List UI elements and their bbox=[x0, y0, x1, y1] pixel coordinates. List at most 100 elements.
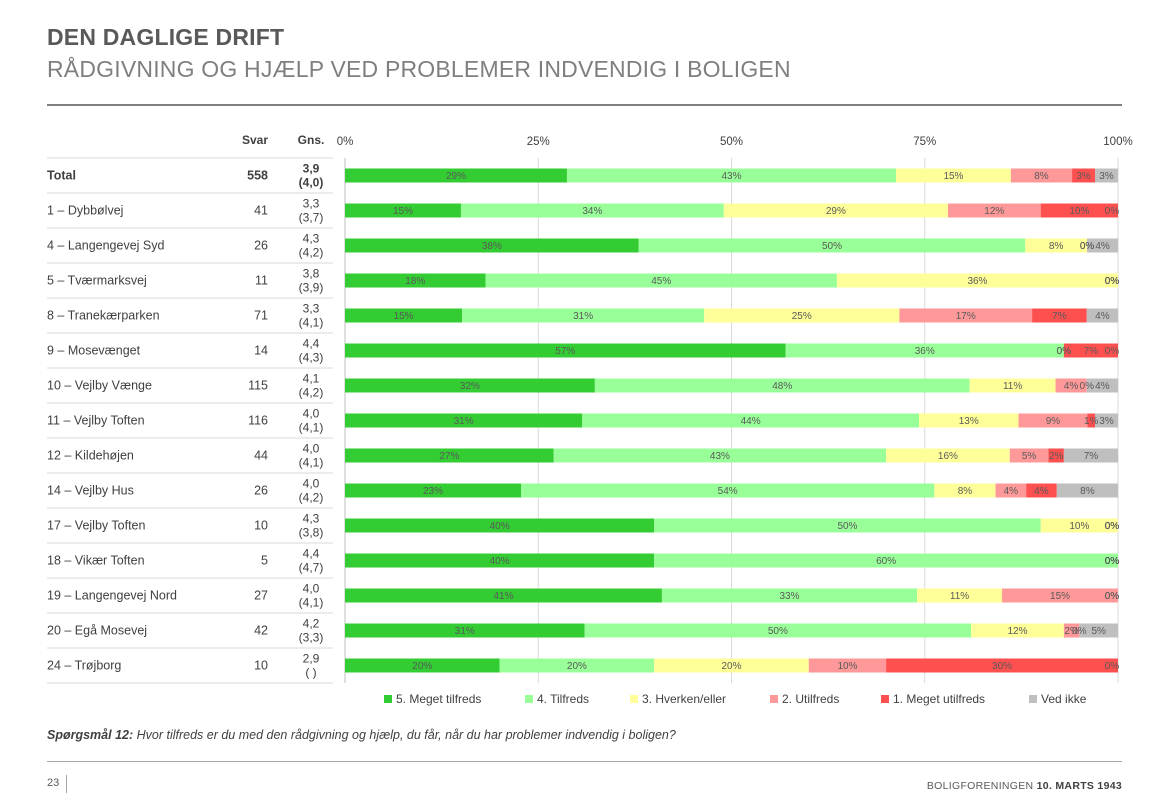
row-svar: 11 bbox=[255, 274, 268, 288]
row-gns: 4,0 bbox=[303, 442, 320, 456]
legend-swatch bbox=[630, 695, 638, 703]
bar-data-label: 0% bbox=[1057, 346, 1072, 357]
bar-data-label: 33% bbox=[779, 591, 799, 602]
bar-segment bbox=[1018, 413, 1088, 428]
bar-data-label: 40% bbox=[490, 521, 510, 532]
bar-data-label: 1% bbox=[1084, 416, 1099, 427]
bar-segment bbox=[1079, 623, 1118, 638]
bar-data-label: 38% bbox=[482, 241, 502, 252]
row-gns: 4,4 bbox=[303, 337, 320, 351]
bar-data-label: 43% bbox=[721, 171, 741, 182]
row-gns-prev: (4,1) bbox=[299, 456, 324, 470]
bar-segment bbox=[1095, 168, 1118, 183]
stacked-bar-chart: 0% 25% 50% 75% 100%Svar Gns.Total 558 3,9(4,0) 2… bbox=[47, 133, 1133, 706]
bar-data-label: 9% bbox=[1046, 416, 1061, 427]
bar-segment bbox=[1063, 623, 1080, 638]
row-label: 5 – Tværmarksvej bbox=[47, 274, 147, 288]
legend-label: 3. Hverken/eller bbox=[642, 692, 726, 706]
bar-segment bbox=[934, 483, 996, 498]
bar-segment bbox=[1040, 203, 1118, 218]
bar-data-label: 0% bbox=[1105, 276, 1120, 287]
question-text: Spørgsmål 12: Hvor tilfreds er du med de… bbox=[47, 728, 676, 742]
row-gns-prev: (4,1) bbox=[299, 316, 324, 330]
row-svar: 10 bbox=[254, 519, 268, 533]
bar-segment bbox=[485, 273, 837, 288]
x-tick-label: 0% bbox=[337, 136, 354, 148]
x-tick-label: 75% bbox=[913, 136, 936, 148]
bar-segment bbox=[345, 448, 554, 463]
bar-segment bbox=[345, 168, 567, 183]
row-gns-prev: ( ) bbox=[305, 666, 316, 680]
row-label: 9 – Mosevænget bbox=[47, 344, 141, 358]
bar-segment bbox=[1032, 308, 1087, 323]
bar-segment bbox=[1087, 413, 1096, 428]
bar-data-label: 5% bbox=[1022, 451, 1037, 462]
bar-segment bbox=[345, 588, 662, 603]
row-svar: 26 bbox=[254, 484, 268, 498]
page-number-separator bbox=[66, 775, 67, 793]
page-subtitle: RÅDGIVNING OG HJÆLP VED PROBLEMER INDVEN… bbox=[47, 56, 791, 82]
bar-data-label: 60% bbox=[876, 556, 896, 567]
bar-data-label: 0% bbox=[1057, 346, 1072, 357]
bar-data-label: 0% bbox=[1105, 521, 1120, 532]
legend-label: 5. Meget tilfreds bbox=[396, 692, 481, 706]
bar-data-label: 0% bbox=[1080, 241, 1095, 252]
bar-segment bbox=[654, 553, 1118, 568]
legend-item: 5. Meget tilfreds bbox=[384, 692, 481, 706]
question-body: Hvor tilfreds er du med den rådgivning o… bbox=[133, 728, 676, 742]
bar-segment bbox=[345, 343, 786, 358]
row-gns-prev: (4,3) bbox=[299, 351, 324, 365]
bar-data-label: 15% bbox=[943, 171, 963, 182]
question-label: Spørgsmål 12: bbox=[47, 728, 134, 742]
row-gns: 3,3 bbox=[303, 197, 320, 211]
row-gns: 4,3 bbox=[303, 512, 320, 526]
bar-data-label: 0% bbox=[1105, 556, 1120, 567]
row-svar: 42 bbox=[254, 624, 268, 638]
header-divider bbox=[47, 104, 1122, 106]
bar-data-label: 0% bbox=[1105, 556, 1120, 567]
bar-data-label: 2% bbox=[1064, 626, 1079, 637]
bar-data-label: 16% bbox=[938, 451, 958, 462]
bar-segment bbox=[1055, 378, 1087, 393]
bar-data-label: 36% bbox=[915, 346, 935, 357]
bar-data-label: 0% bbox=[1072, 626, 1087, 637]
bar-segment bbox=[1095, 413, 1118, 428]
row-gns-prev: (4,2) bbox=[299, 386, 324, 400]
bar-segment bbox=[808, 658, 887, 673]
bar-segment bbox=[345, 623, 585, 638]
bar-segment bbox=[723, 203, 948, 218]
bar-data-label: 10% bbox=[837, 661, 857, 672]
bar-data-label: 50% bbox=[822, 241, 842, 252]
bar-segment bbox=[1063, 448, 1118, 463]
bar-segment bbox=[1063, 343, 1118, 358]
legend-item: 1. Meget utilfreds bbox=[881, 692, 985, 706]
bar-data-label: 3% bbox=[1076, 171, 1091, 182]
bar-segment bbox=[971, 623, 1064, 638]
x-tick-label: 25% bbox=[527, 136, 550, 148]
bar-data-label: 11% bbox=[950, 591, 969, 602]
legend-label: 1. Meget utilfreds bbox=[893, 692, 985, 706]
bar-segment bbox=[785, 343, 1064, 358]
row-label: 12 – Kildehøjen bbox=[47, 449, 134, 463]
legend-item: 2. Utilfreds bbox=[770, 692, 839, 706]
bar-data-label: 54% bbox=[718, 486, 738, 497]
row-gns: 4,0 bbox=[303, 407, 320, 421]
row-gns-prev: (3,8) bbox=[299, 526, 324, 540]
bar-data-label: 15% bbox=[1050, 591, 1070, 602]
bar-segment bbox=[553, 448, 887, 463]
bar-segment bbox=[462, 308, 705, 323]
bar-segment bbox=[917, 588, 1003, 603]
bar-segment bbox=[1048, 448, 1064, 463]
bar-segment bbox=[1026, 483, 1057, 498]
bar-segment bbox=[1002, 588, 1118, 603]
bar-segment bbox=[654, 658, 809, 673]
row-svar: 44 bbox=[254, 449, 268, 463]
bar-data-label: 7% bbox=[1084, 451, 1099, 462]
row-gns: 4,1 bbox=[303, 372, 320, 386]
bar-data-label: 36% bbox=[967, 276, 987, 287]
bar-segment bbox=[1009, 448, 1049, 463]
row-label: 11 – Vejlby Toften bbox=[47, 414, 145, 428]
bar-data-label: 0% bbox=[1080, 241, 1095, 252]
bar-segment bbox=[1040, 518, 1118, 533]
bar-segment bbox=[460, 203, 724, 218]
